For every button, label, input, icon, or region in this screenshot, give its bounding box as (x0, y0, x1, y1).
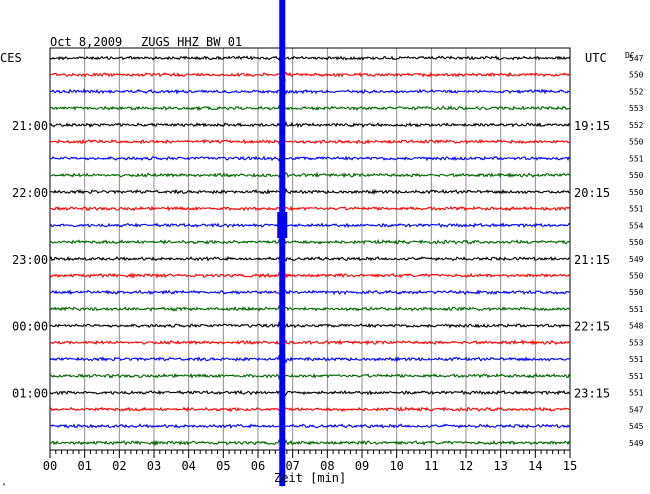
x-tick-label-11: 11 (424, 459, 438, 473)
dc-offset-value: 551 (629, 389, 644, 398)
event-group (277, 0, 288, 487)
trace-line-22 (49, 406, 571, 413)
trace-line-23 (49, 423, 571, 429)
right-time-label-2215: 22:15 (574, 320, 610, 334)
trace-group (49, 55, 571, 448)
trace-line-10 (49, 205, 571, 213)
x-tick-label-01: 01 (77, 459, 91, 473)
dc-offset-value: 551 (629, 305, 644, 314)
dc-offset-value: 553 (629, 338, 644, 347)
dc-label: DC (625, 51, 635, 60)
dc-offset-value: 553 (629, 104, 644, 113)
chart-date: Oct 8,2009 (50, 35, 122, 49)
trace-line-2 (49, 71, 571, 78)
trace-line-19 (49, 354, 571, 364)
left-time-label-0100: 01:00 (12, 387, 48, 401)
trace-line-14 (49, 272, 571, 280)
trace-line-1 (49, 55, 571, 61)
dc-offset-value: 550 (629, 238, 644, 247)
trace-line-7 (49, 155, 571, 162)
dc-offset-value: 552 (629, 121, 644, 130)
right-time-label-2015: 20:15 (574, 186, 610, 200)
trace-line-15 (49, 288, 571, 296)
trace-line-3 (49, 88, 571, 96)
trace-line-24 (49, 438, 571, 448)
trace-line-9 (49, 187, 571, 196)
x-tick-label-14: 14 (528, 459, 542, 473)
x-tick-label-04: 04 (181, 459, 195, 473)
trace-line-13 (49, 254, 571, 263)
dc-offset-value: 551 (629, 205, 644, 214)
plot-grid (49, 47, 571, 458)
x-tick-label-09: 09 (355, 459, 369, 473)
chart-station: ZUGS HHZ BW 01 (141, 35, 242, 49)
x-axis-label: Zeit [min] (274, 471, 346, 485)
trace-line-12 (49, 238, 571, 246)
trace-line-21 (49, 389, 571, 397)
x-tick-label-07: 07 (285, 459, 299, 473)
trace-line-6 (49, 138, 571, 146)
left-time-label-2100: 21:00 (12, 119, 48, 133)
dc-offset-value: 552 (629, 87, 644, 96)
trace-line-20 (49, 372, 571, 381)
x-tick-label-02: 02 (112, 459, 126, 473)
x-tick-label-06: 06 (251, 459, 265, 473)
dc-offset-value: 550 (629, 271, 644, 280)
dc-offset-value: 554 (629, 221, 644, 230)
dc-offset-value: 545 (629, 422, 644, 431)
trace-line-11 (49, 222, 571, 231)
dc-offset-value: 551 (629, 355, 644, 364)
x-tick-label-12: 12 (459, 459, 473, 473)
left-time-label-2300: 23:00 (12, 253, 48, 267)
dc-offset-value: 550 (629, 188, 644, 197)
left-time-label-2200: 22:00 (12, 186, 48, 200)
dc-offset-value: 550 (629, 171, 644, 180)
x-tick-label-00: 00 (43, 459, 57, 473)
event-burst-trace (278, 0, 287, 487)
trace-line-18 (49, 338, 571, 346)
label-group: 00 01 02 03 04 05 06 07 08 09 10 11 12 13 14 15 21:00 22:… (12, 54, 644, 473)
trace-line-8 (49, 171, 571, 179)
x-tick-label-13: 13 (493, 459, 507, 473)
corner-mark: ᴬ (2, 481, 6, 490)
x-tick-label-03: 03 (147, 459, 161, 473)
trace-line-16 (49, 305, 571, 312)
x-tick-label-05: 05 (216, 459, 230, 473)
dc-offset-value: 547 (629, 54, 644, 63)
trace-line-4 (49, 104, 571, 112)
dc-offset-value: 549 (629, 439, 644, 448)
dc-offset-value: 547 (629, 405, 644, 414)
left-timezone-label: CES (0, 51, 22, 65)
dc-offset-value: 550 (629, 288, 644, 297)
x-tick-label-08: 08 (320, 459, 334, 473)
event-burst-peak (277, 212, 288, 238)
trace-line-17 (49, 320, 571, 329)
x-tick-label-10: 10 (389, 459, 403, 473)
dc-offset-value: 548 (629, 322, 644, 331)
dc-offset-value: 550 (629, 71, 644, 80)
dc-offset-value: 550 (629, 138, 644, 147)
right-time-label-1915: 19:15 (574, 119, 610, 133)
dc-offset-value: 549 (629, 255, 644, 264)
right-time-label-2315: 23:15 (574, 387, 610, 401)
dc-offset-value: 551 (629, 154, 644, 163)
right-time-label-2115: 21:15 (574, 253, 610, 267)
right-timezone-label: UTC (585, 51, 607, 65)
x-tick-label-15: 15 (563, 459, 577, 473)
dc-offset-value: 551 (629, 372, 644, 381)
trace-line-5 (49, 120, 571, 129)
left-time-label-0000: 00:00 (12, 320, 48, 334)
